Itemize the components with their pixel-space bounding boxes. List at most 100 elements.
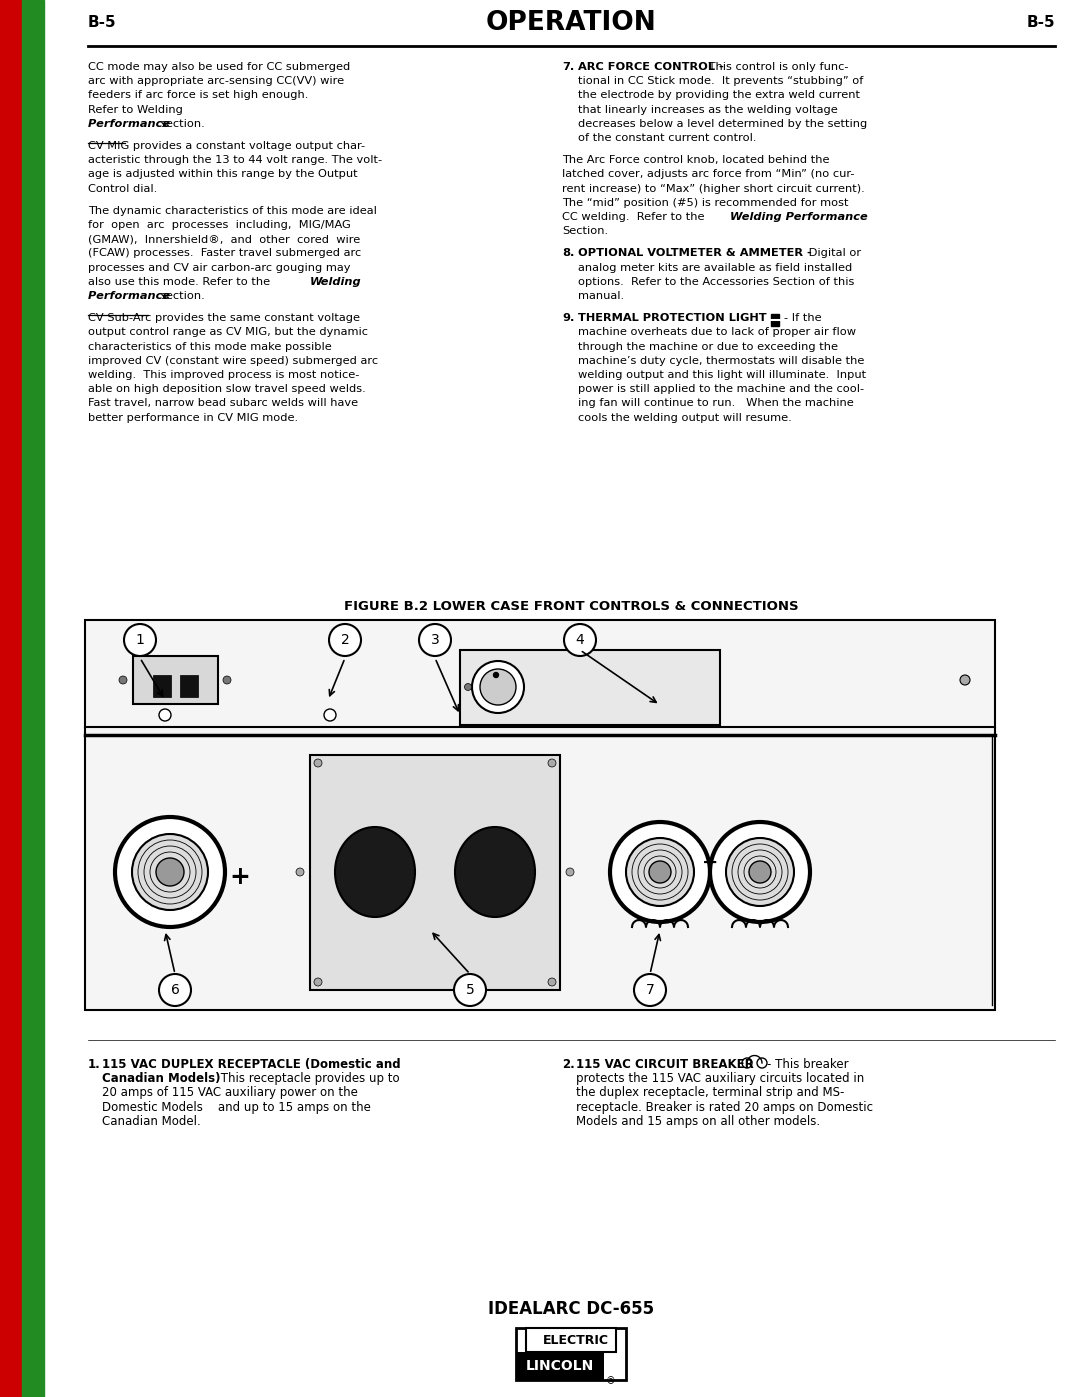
- Text: Return to Master TOC: Return to Master TOC: [28, 1166, 38, 1277]
- Text: cools the welding output will resume.: cools the welding output will resume.: [578, 412, 792, 423]
- Text: better performance in CV MIG mode.: better performance in CV MIG mode.: [87, 412, 298, 423]
- Circle shape: [324, 710, 336, 721]
- Text: - If the: - If the: [784, 313, 822, 323]
- Text: Welding Performance: Welding Performance: [730, 212, 867, 222]
- Text: also use this mode. Refer to the: also use this mode. Refer to the: [87, 277, 273, 286]
- Text: 1: 1: [136, 633, 145, 647]
- Text: options.  Refer to the Accessories Section of this: options. Refer to the Accessories Sectio…: [578, 277, 854, 286]
- Bar: [516, 1352, 604, 1380]
- Circle shape: [119, 676, 127, 685]
- Circle shape: [314, 759, 322, 767]
- Text: Performance: Performance: [87, 291, 174, 300]
- Text: ®: ®: [606, 1376, 616, 1386]
- Text: the electrode by providing the extra weld current: the electrode by providing the extra wel…: [578, 91, 860, 101]
- Text: 5: 5: [465, 983, 474, 997]
- Text: Return to Section TOC: Return to Section TOC: [6, 465, 15, 578]
- Text: 115 VAC CIRCUIT BREAKER: 115 VAC CIRCUIT BREAKER: [576, 1058, 754, 1071]
- Text: processes and CV air carbon-arc gouging may: processes and CV air carbon-arc gouging …: [87, 263, 351, 272]
- Text: protects the 115 VAC auxiliary circuits located in: protects the 115 VAC auxiliary circuits …: [576, 1073, 864, 1085]
- Text: output control range as CV MIG, but the dynamic: output control range as CV MIG, but the …: [87, 327, 368, 338]
- Text: IDEALARC DC-655: IDEALARC DC-655: [488, 1301, 654, 1317]
- Text: - This breaker: - This breaker: [767, 1058, 849, 1071]
- Text: B-5: B-5: [87, 15, 117, 29]
- Text: 8.: 8.: [562, 249, 575, 258]
- Bar: [771, 314, 779, 327]
- Text: B-5: B-5: [1026, 15, 1055, 29]
- Text: the duplex receptacle, terminal strip and MS-: the duplex receptacle, terminal strip an…: [576, 1087, 845, 1099]
- Text: 1.: 1.: [87, 1058, 100, 1071]
- Bar: [516, 1329, 626, 1380]
- Text: Control dial.: Control dial.: [87, 183, 158, 194]
- Bar: [153, 675, 171, 697]
- Text: Performance: Performance: [87, 119, 174, 129]
- Text: Section.: Section.: [562, 226, 608, 236]
- Text: welding.  This improved process is most notice-: welding. This improved process is most n…: [87, 370, 360, 380]
- Bar: [0, 0, 22, 1397]
- Text: for  open  arc  processes  including,  MIG/MAG: for open arc processes including, MIG/MA…: [87, 219, 351, 231]
- Bar: [310, 754, 561, 990]
- Text: Fast travel, narrow bead subarc welds will have: Fast travel, narrow bead subarc welds wi…: [87, 398, 359, 408]
- Text: Return to Master TOC: Return to Master TOC: [28, 817, 38, 928]
- Circle shape: [454, 974, 486, 1006]
- Circle shape: [960, 675, 970, 685]
- Text: of the constant current control.: of the constant current control.: [578, 133, 756, 142]
- Text: ARC FORCE CONTROL -: ARC FORCE CONTROL -: [578, 61, 724, 73]
- Text: This control is only func-: This control is only func-: [705, 61, 849, 73]
- Text: section.: section.: [160, 119, 205, 129]
- Bar: [22, 0, 44, 1397]
- Text: 2.: 2.: [562, 1058, 575, 1071]
- Text: CV MIG provides a constant voltage output char-: CV MIG provides a constant voltage outpu…: [87, 141, 365, 151]
- Text: Return to Master TOC: Return to Master TOC: [28, 119, 38, 229]
- Circle shape: [156, 858, 184, 886]
- Circle shape: [159, 710, 171, 721]
- Text: Canadian Models): Canadian Models): [102, 1073, 220, 1085]
- Circle shape: [464, 683, 472, 690]
- Text: decreases below a level determined by the setting: decreases below a level determined by th…: [578, 119, 867, 129]
- Bar: [180, 675, 198, 697]
- Text: welding output and this light will illuminate.  Input: welding output and this light will illum…: [578, 370, 866, 380]
- Text: Return to Section TOC: Return to Section TOC: [6, 1165, 15, 1278]
- Circle shape: [726, 838, 794, 907]
- Circle shape: [159, 974, 191, 1006]
- Text: The dynamic characteristics of this mode are ideal: The dynamic characteristics of this mode…: [87, 205, 377, 215]
- Text: The “mid” position (#5) is recommended for most: The “mid” position (#5) is recommended f…: [562, 198, 849, 208]
- Circle shape: [296, 868, 303, 876]
- Text: 115 VAC DUPLEX RECEPTACLE (Domestic and: 115 VAC DUPLEX RECEPTACLE (Domestic and: [102, 1058, 401, 1071]
- Text: characteristics of this mode make possible: characteristics of this mode make possib…: [87, 342, 332, 352]
- Text: section.: section.: [160, 291, 205, 300]
- Text: (FCAW) processes.  Faster travel submerged arc: (FCAW) processes. Faster travel submerge…: [87, 249, 361, 258]
- Text: FIGURE B.2 LOWER CASE FRONT CONTROLS & CONNECTIONS: FIGURE B.2 LOWER CASE FRONT CONTROLS & C…: [343, 599, 798, 613]
- Text: Canadian Model.: Canadian Model.: [102, 1115, 201, 1127]
- Text: that linearly increases as the welding voltage: that linearly increases as the welding v…: [578, 105, 838, 115]
- Circle shape: [114, 817, 225, 928]
- Text: Models and 15 amps on all other models.: Models and 15 amps on all other models.: [576, 1115, 820, 1127]
- Text: LINCOLN: LINCOLN: [526, 1359, 594, 1373]
- Text: feeders if arc force is set high enough.: feeders if arc force is set high enough.: [87, 91, 309, 101]
- Circle shape: [419, 624, 451, 657]
- Bar: [460, 650, 720, 725]
- Text: arc with appropriate arc-sensing CC(VV) wire: arc with appropriate arc-sensing CC(VV) …: [87, 77, 345, 87]
- Text: 7.: 7.: [562, 61, 575, 73]
- Text: ELECTRIC: ELECTRIC: [543, 1334, 609, 1347]
- Text: 9.: 9.: [562, 313, 575, 323]
- Text: The Arc Force control knob, located behind the: The Arc Force control knob, located behi…: [562, 155, 829, 165]
- Circle shape: [564, 624, 596, 657]
- Circle shape: [710, 821, 810, 922]
- Text: analog meter kits are available as field installed: analog meter kits are available as field…: [578, 263, 852, 272]
- Text: improved CV (constant wire speed) submerged arc: improved CV (constant wire speed) submer…: [87, 356, 378, 366]
- Circle shape: [610, 821, 710, 922]
- Circle shape: [314, 978, 322, 986]
- Circle shape: [626, 838, 694, 907]
- Text: (GMAW),  Innershield®,  and  other  cored  wire: (GMAW), Innershield®, and other cored wi…: [87, 235, 361, 244]
- Text: Return to Section TOC: Return to Section TOC: [6, 816, 15, 929]
- Text: 4: 4: [576, 633, 584, 647]
- Text: age is adjusted within this range by the Output: age is adjusted within this range by the…: [87, 169, 357, 179]
- Ellipse shape: [335, 827, 415, 916]
- Circle shape: [649, 861, 671, 883]
- Text: 3: 3: [431, 633, 440, 647]
- Text: 20 amps of 115 VAC auxiliary power on the: 20 amps of 115 VAC auxiliary power on th…: [102, 1087, 357, 1099]
- Text: CC welding.  Refer to the: CC welding. Refer to the: [562, 212, 708, 222]
- Text: Return to Section TOC: Return to Section TOC: [6, 117, 15, 231]
- Text: rent increase) to “Max” (higher short circuit current).: rent increase) to “Max” (higher short ci…: [562, 183, 865, 194]
- Circle shape: [132, 834, 208, 909]
